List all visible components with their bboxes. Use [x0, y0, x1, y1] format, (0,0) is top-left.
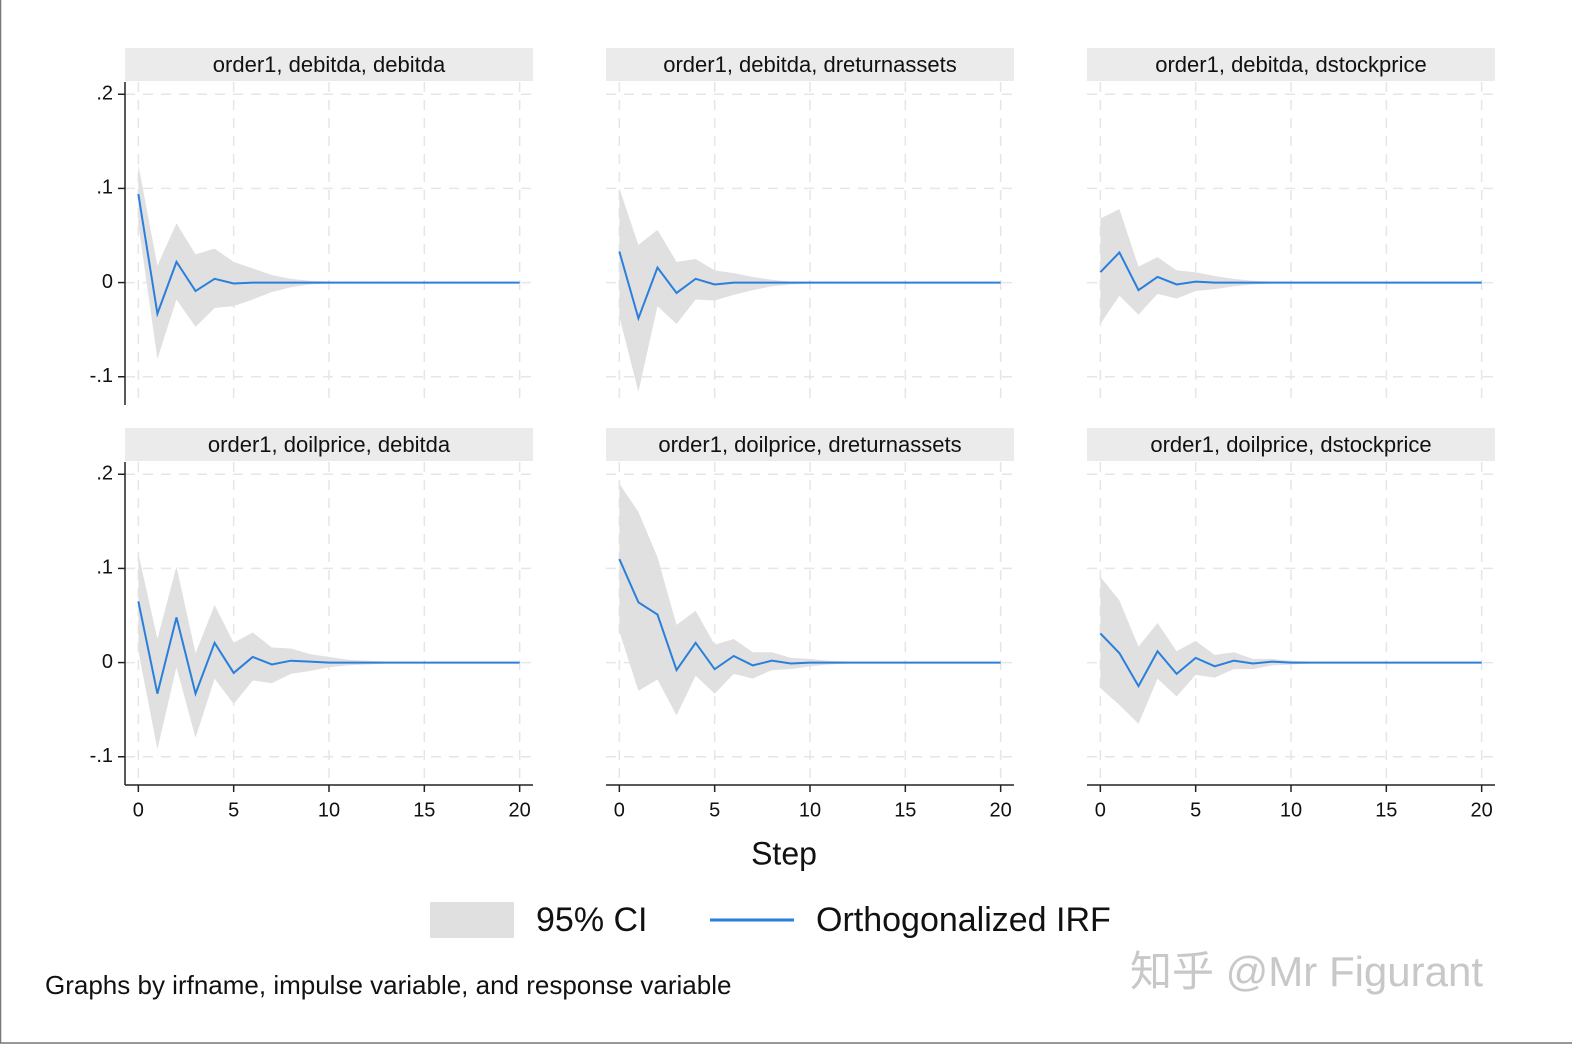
irf-line — [618, 558, 1001, 673]
panel-header — [1087, 48, 1495, 81]
panel-header — [125, 428, 533, 461]
x-tick-label: 15 — [413, 799, 435, 821]
panel-title: order1, doilprice, dstockprice — [1150, 432, 1431, 457]
x-tick-label: 15 — [894, 799, 916, 821]
legend-swatch — [430, 902, 514, 938]
y-tick-label: .2 — [96, 463, 113, 485]
ci-band — [619, 483, 1001, 716]
irf-line — [137, 601, 520, 698]
panel-header — [125, 48, 533, 81]
legend-label: Orthogonalized IRF — [816, 901, 1111, 939]
ci-band — [138, 553, 520, 750]
ci-band — [138, 164, 520, 359]
watermark: 知乎 @Mr Figurant — [1130, 948, 1483, 995]
ci-band — [1100, 576, 1482, 724]
x-tick-label: 20 — [509, 799, 531, 821]
ci-band — [1100, 209, 1482, 325]
x-tick-label: 10 — [1280, 799, 1302, 821]
x-tick-label: 0 — [614, 799, 625, 821]
panel-title: order1, debitda, dstockprice — [1155, 52, 1427, 77]
x-tick-label: 0 — [133, 799, 144, 821]
panel-header — [1087, 428, 1495, 461]
x-tick-label: 20 — [1471, 799, 1493, 821]
legend-label: 95% CI — [536, 901, 648, 939]
panel-title: order1, debitda, debitda — [213, 52, 446, 77]
panel-header — [606, 48, 1014, 81]
irf-line — [1099, 632, 1482, 689]
y-tick-label: 0 — [102, 271, 113, 293]
irf-line — [137, 193, 520, 318]
panel-title: order1, doilprice, dreturnassets — [658, 432, 961, 457]
x-tick-label: 0 — [1095, 799, 1106, 821]
x-axis-label: Step — [751, 835, 817, 871]
note: Graphs by irfname, impulse variable, and… — [45, 970, 731, 1000]
ci-band — [619, 188, 1001, 392]
panel-header — [606, 428, 1014, 461]
y-tick-label: -.1 — [90, 365, 113, 387]
x-tick-label: 15 — [1375, 799, 1397, 821]
x-tick-label: 20 — [990, 799, 1012, 821]
x-tick-label: 5 — [709, 799, 720, 821]
y-tick-label: .1 — [96, 177, 113, 199]
x-tick-label: 5 — [1190, 799, 1201, 821]
y-tick-label: .2 — [96, 83, 113, 105]
x-tick-label: 5 — [228, 799, 239, 821]
y-tick-label: -.1 — [90, 745, 113, 767]
panel-title: order1, doilprice, debitda — [208, 432, 451, 457]
irf-line — [1099, 250, 1482, 292]
y-tick-label: .1 — [96, 557, 113, 579]
x-tick-label: 10 — [318, 799, 340, 821]
irf-line — [618, 251, 1001, 322]
y-tick-label: 0 — [102, 651, 113, 673]
x-tick-label: 10 — [799, 799, 821, 821]
panel-title: order1, debitda, dreturnassets — [663, 52, 957, 77]
